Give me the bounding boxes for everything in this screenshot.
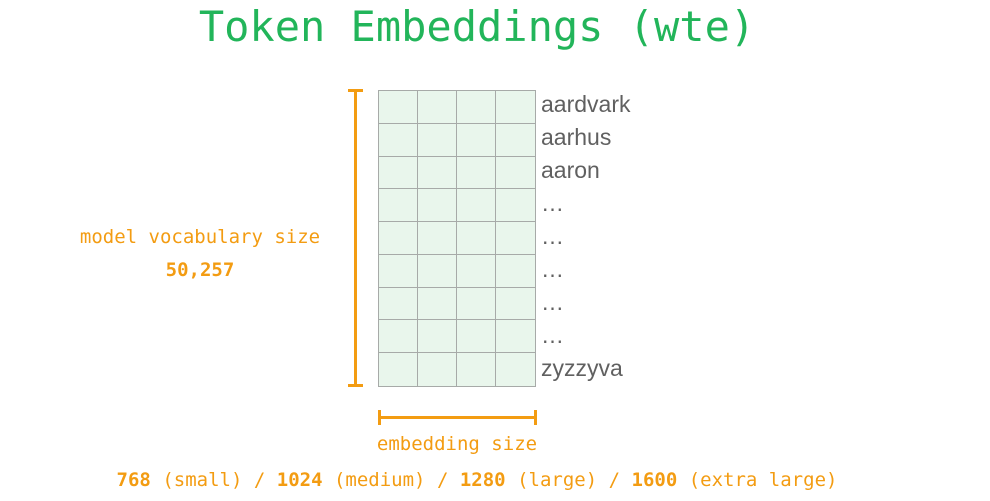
- matrix-cell: [457, 156, 496, 190]
- vocab-bracket-bottom-cap: [348, 384, 363, 387]
- embedding-bracket-right-cap: [534, 410, 537, 425]
- embedding-bracket-line: [379, 416, 536, 419]
- matrix-cell: [379, 287, 418, 321]
- token-label: zyzzyva: [541, 355, 623, 381]
- matrix-cell: [496, 156, 535, 190]
- matrix-cell: [457, 320, 496, 354]
- size-separator: /: [608, 469, 621, 491]
- matrix-cell: [457, 222, 496, 255]
- size-name-medium: (medium): [333, 469, 426, 491]
- embedding-matrix: [378, 90, 536, 387]
- matrix-cell: [496, 222, 535, 255]
- token-label: aardvark: [541, 91, 631, 117]
- matrix-cell: [418, 156, 457, 190]
- embedding-size-options: 768 (small) / 1024 (medium) / 1280 (larg…: [0, 469, 954, 491]
- matrix-cell: [418, 189, 457, 223]
- matrix-cell: [457, 287, 496, 321]
- token-label: …: [541, 289, 564, 315]
- matrix-cell: [379, 189, 418, 223]
- matrix-cell: [379, 156, 418, 190]
- token-label: aaron: [541, 157, 600, 183]
- size-name-small: (small): [162, 469, 243, 491]
- token-label: …: [541, 223, 564, 249]
- matrix-cell: [418, 320, 457, 354]
- token-label: …: [541, 322, 564, 348]
- matrix-cell: [418, 222, 457, 255]
- matrix-cell: [379, 254, 418, 288]
- matrix-cell: [418, 353, 457, 386]
- matrix-cell: [496, 91, 535, 124]
- vocab-bracket-line: [354, 90, 357, 387]
- matrix-cell: [457, 189, 496, 223]
- size-separator: /: [436, 469, 449, 491]
- matrix-cell: [496, 254, 535, 288]
- vocab-size-label: model vocabulary size: [79, 226, 321, 248]
- matrix-cell: [418, 287, 457, 321]
- matrix-cell: [496, 287, 535, 321]
- matrix-cell: [457, 353, 496, 386]
- matrix-cell: [496, 320, 535, 354]
- token-label: …: [541, 256, 564, 282]
- page-title: Token Embeddings (wte): [198, 2, 756, 51]
- token-label: …: [541, 190, 564, 216]
- matrix-cell: [457, 254, 496, 288]
- matrix-cell: [379, 123, 418, 157]
- matrix-cell: [379, 91, 418, 124]
- vocab-size-value: 50,257: [165, 259, 235, 281]
- matrix-cell: [418, 91, 457, 124]
- matrix-cell: [496, 353, 535, 386]
- matrix-cell: [418, 123, 457, 157]
- size-value-medium: 1024: [276, 469, 323, 491]
- matrix-cell: [496, 189, 535, 223]
- token-list: aardvark aarhus aaron … … … … … zyzzyva: [541, 88, 741, 385]
- matrix-cell: [496, 123, 535, 157]
- matrix-cell: [379, 353, 418, 386]
- size-separator: /: [253, 469, 266, 491]
- size-value-extra-large: 1600: [631, 469, 678, 491]
- token-label: aarhus: [541, 124, 612, 150]
- matrix-cell: [457, 123, 496, 157]
- size-name-large: (large): [517, 469, 598, 491]
- matrix-cell: [418, 254, 457, 288]
- matrix-cell: [379, 222, 418, 255]
- size-value-small: 768: [116, 469, 151, 491]
- matrix-cell: [457, 91, 496, 124]
- size-value-large: 1280: [459, 469, 506, 491]
- matrix-cell: [379, 320, 418, 354]
- embedding-size-label: embedding size: [376, 433, 538, 455]
- size-name-extra-large: (extra large): [688, 469, 838, 491]
